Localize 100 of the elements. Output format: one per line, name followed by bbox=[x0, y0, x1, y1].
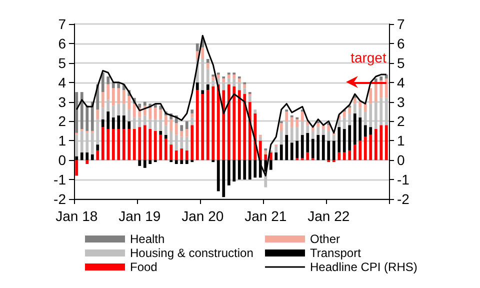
bar bbox=[216, 84, 220, 160]
bar bbox=[196, 90, 199, 160]
y-tick-label: 4 bbox=[58, 74, 66, 90]
bar bbox=[190, 117, 194, 126]
bar bbox=[327, 130, 330, 141]
bar bbox=[342, 129, 346, 152]
y2-tick-label: 2 bbox=[397, 113, 405, 130]
bar bbox=[285, 134, 288, 160]
bar bbox=[112, 88, 115, 106]
ref-line-label: target bbox=[350, 49, 386, 66]
bar bbox=[75, 134, 78, 156]
bar bbox=[112, 129, 115, 160]
bar bbox=[243, 84, 246, 88]
bar bbox=[164, 115, 168, 126]
bar bbox=[196, 82, 199, 90]
bar bbox=[327, 140, 330, 160]
bar bbox=[342, 117, 346, 129]
bar bbox=[306, 125, 310, 133]
bar bbox=[154, 130, 157, 160]
bar bbox=[143, 125, 146, 160]
bar bbox=[138, 117, 142, 128]
bar bbox=[254, 110, 257, 114]
bar bbox=[269, 160, 272, 170]
bar bbox=[106, 112, 110, 129]
bar bbox=[96, 144, 100, 150]
bar bbox=[180, 136, 184, 148]
bar bbox=[148, 129, 152, 160]
x-tick-label: Jan 22 bbox=[308, 208, 350, 224]
y2-tick-label: -2 bbox=[397, 191, 410, 207]
bar bbox=[143, 160, 146, 168]
y-tick-label: 2 bbox=[58, 113, 66, 130]
bar bbox=[342, 152, 346, 160]
bar bbox=[86, 132, 89, 152]
bar bbox=[222, 82, 226, 90]
bar bbox=[353, 113, 356, 145]
bar bbox=[201, 94, 204, 160]
bar bbox=[128, 96, 131, 110]
bar bbox=[227, 78, 230, 84]
bar bbox=[322, 134, 325, 160]
bar bbox=[154, 119, 157, 131]
bar bbox=[285, 112, 288, 122]
bar bbox=[201, 47, 204, 59]
bar bbox=[159, 110, 162, 120]
bar bbox=[364, 125, 367, 137]
bar bbox=[216, 160, 220, 192]
bar bbox=[380, 76, 383, 80]
bar bbox=[185, 150, 188, 160]
bar bbox=[101, 72, 104, 92]
bar bbox=[316, 127, 320, 135]
bar bbox=[90, 132, 94, 154]
bar bbox=[353, 98, 356, 104]
bar bbox=[274, 146, 278, 152]
bar bbox=[280, 123, 283, 131]
y2-tick-label: 7 bbox=[397, 16, 405, 32]
bar bbox=[122, 90, 126, 104]
bar bbox=[306, 152, 310, 160]
bar bbox=[280, 144, 283, 160]
bar bbox=[132, 104, 136, 118]
bar bbox=[311, 127, 314, 131]
bar bbox=[232, 160, 236, 182]
bar bbox=[296, 140, 299, 158]
bar bbox=[122, 129, 126, 160]
bar bbox=[174, 134, 178, 150]
legend-label: Transport bbox=[310, 246, 362, 260]
legend-label: Housing & construction bbox=[130, 246, 254, 260]
bar bbox=[348, 125, 352, 150]
bar bbox=[159, 119, 162, 131]
bar bbox=[212, 76, 215, 80]
bar bbox=[117, 129, 120, 160]
bar bbox=[280, 130, 283, 145]
legend-label: Headline CPI (RHS) bbox=[310, 260, 418, 274]
bar bbox=[138, 160, 142, 166]
bar bbox=[86, 106, 89, 131]
bar bbox=[101, 119, 104, 128]
bar bbox=[174, 160, 178, 164]
bar bbox=[80, 130, 84, 152]
bar bbox=[106, 84, 110, 100]
bar bbox=[159, 130, 162, 135]
bar bbox=[311, 138, 314, 158]
y-tick-label: 1 bbox=[58, 132, 66, 149]
bar bbox=[170, 119, 173, 131]
bar bbox=[290, 142, 294, 160]
bar bbox=[258, 136, 262, 141]
bar bbox=[384, 125, 388, 160]
bar bbox=[222, 78, 226, 82]
bar bbox=[148, 119, 152, 129]
bar bbox=[353, 144, 356, 160]
bar bbox=[112, 117, 115, 129]
bar bbox=[128, 121, 131, 129]
bar bbox=[311, 130, 314, 139]
bar bbox=[86, 160, 89, 164]
bar bbox=[316, 134, 320, 160]
bar bbox=[201, 59, 204, 90]
bar bbox=[164, 134, 168, 139]
bar bbox=[174, 150, 178, 160]
bar bbox=[190, 110, 194, 114]
bar bbox=[75, 160, 78, 176]
y2-tick-label: 0 bbox=[397, 152, 405, 168]
bar bbox=[248, 160, 252, 180]
bar bbox=[348, 108, 352, 114]
